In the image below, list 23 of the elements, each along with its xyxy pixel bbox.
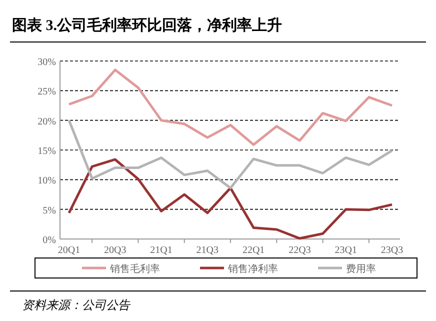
x-tick-label: 21Q3 <box>196 245 219 256</box>
x-tick-label: 23Q1 <box>334 245 357 256</box>
y-tick-label: 10% <box>38 176 56 187</box>
x-tick-label: 20Q1 <box>58 245 80 256</box>
text: 资料来源：公司公告 <box>22 298 131 312</box>
y-tick-label: 20% <box>38 116 56 128</box>
line-series <box>68 68 394 146</box>
y-tick-label: 30% <box>38 57 56 68</box>
legend-label: 销售净利率 <box>227 263 278 275</box>
x-tick-label: 21Q1 <box>150 245 172 256</box>
x-tick-label: 22Q3 <box>288 245 311 256</box>
y-tick-label: 15% <box>38 146 56 157</box>
y-tick-label: 5% <box>42 205 56 216</box>
chart-title: 图表 3.公司毛利率环比回落，净利率上升 <box>12 16 282 34</box>
x-tick-label: 23Q3 <box>380 245 404 256</box>
x-tick-label: 22Q1 <box>242 245 265 256</box>
legend-label: 费用率 <box>346 263 376 275</box>
y-tick-label: 0% <box>42 235 56 246</box>
line-series <box>68 119 394 190</box>
y-tick-label: 25% <box>38 86 56 98</box>
legend-label: 销售毛利率 <box>109 263 160 275</box>
x-tick-label: 20Q3 <box>104 245 126 256</box>
line-series <box>68 158 394 240</box>
